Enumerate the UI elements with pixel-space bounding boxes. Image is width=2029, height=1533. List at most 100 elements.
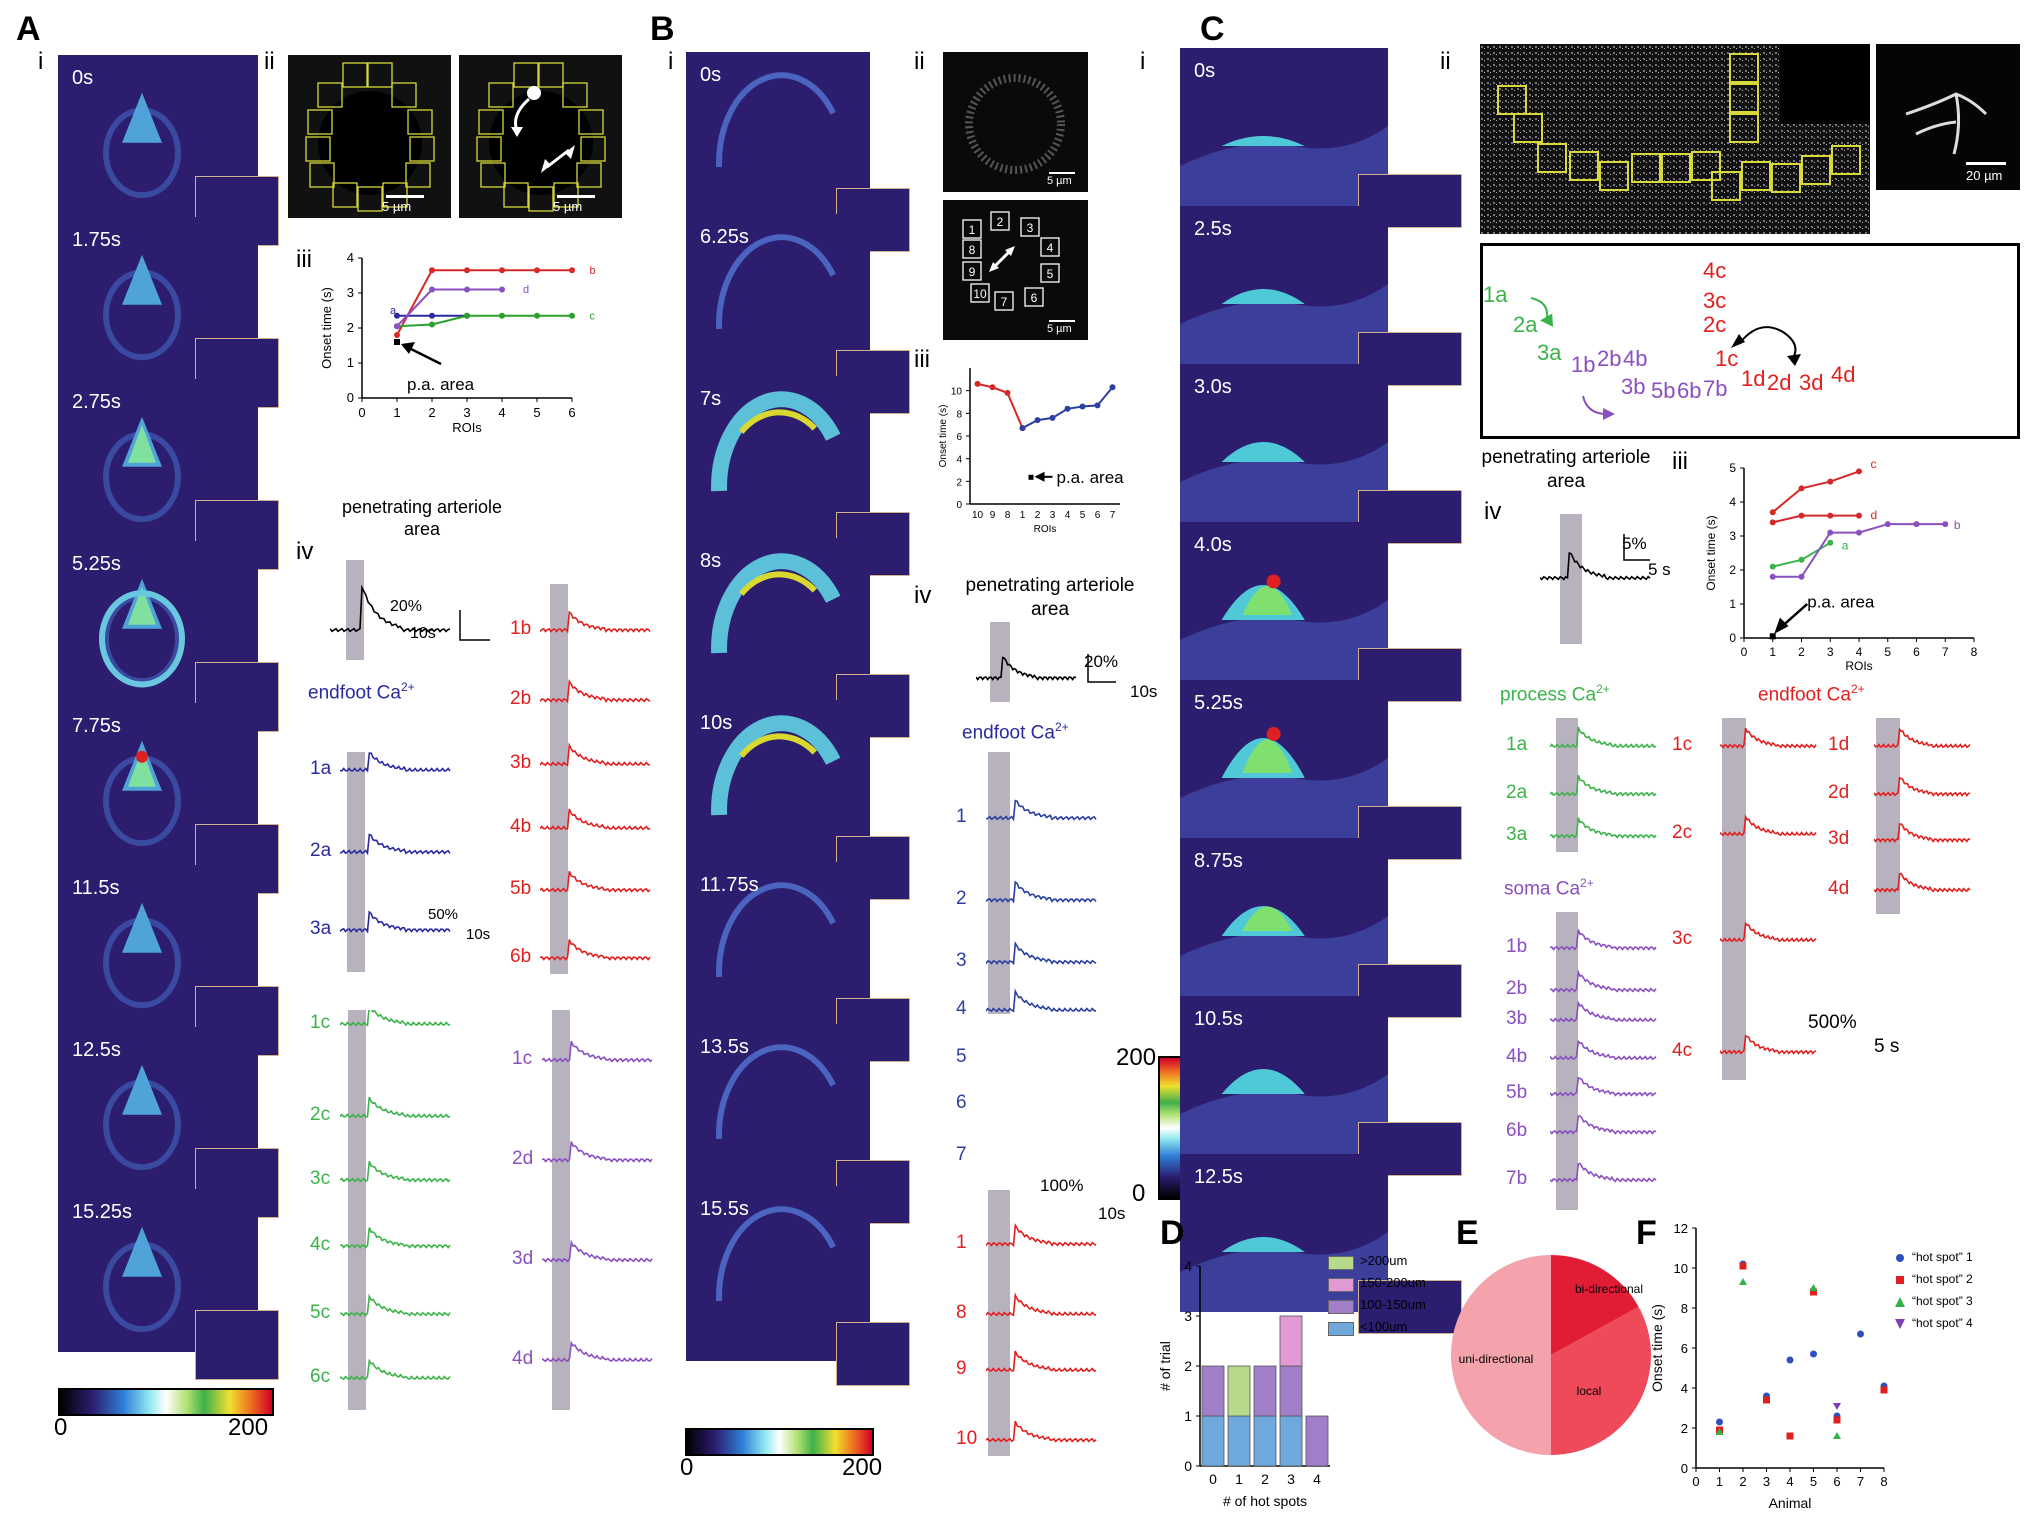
stim-bar bbox=[1722, 718, 1746, 1080]
x-tick-label: 5 bbox=[1080, 510, 1086, 521]
stim-bar bbox=[552, 1010, 570, 1410]
frame-b-2: 7s bbox=[686, 376, 870, 551]
pie-label: local bbox=[1577, 1384, 1602, 1398]
svg-text:8: 8 bbox=[969, 243, 976, 257]
colorbar-a-min: 0 bbox=[54, 1414, 68, 1441]
frame-time-b-6: 13.5s bbox=[700, 1036, 749, 1058]
trace-svg bbox=[1874, 727, 1971, 893]
legend-marker bbox=[1896, 1254, 1904, 1262]
schem-1a: 1a bbox=[1483, 282, 1508, 307]
bar-segment bbox=[1253, 1415, 1277, 1467]
endfoot-title-a: endfoot Ca2+ bbox=[308, 680, 415, 704]
x-tick-label: 5 bbox=[1884, 645, 1891, 659]
x-tick-label: 5 bbox=[1810, 1474, 1817, 1489]
data-point bbox=[1064, 405, 1071, 412]
inset-b-7 bbox=[836, 1322, 910, 1387]
series-label: a bbox=[390, 305, 397, 317]
series-line bbox=[396, 269, 572, 336]
frame-time-a-6: 12.5s bbox=[72, 1039, 121, 1061]
y-tick-label: 0 bbox=[347, 390, 354, 405]
subpanel-label-c-ii: ii bbox=[1440, 48, 1451, 75]
data-point bbox=[974, 380, 981, 387]
bar-segment bbox=[1279, 1315, 1303, 1367]
y-tick-label: 4 bbox=[956, 455, 962, 466]
trace-svg bbox=[542, 1040, 653, 1363]
trace-label: 6b bbox=[510, 946, 532, 967]
frame-time-b-4: 10s bbox=[700, 712, 733, 734]
trace-label: 2d bbox=[512, 1148, 534, 1169]
trace-svg bbox=[540, 610, 651, 961]
data-point bbox=[1913, 521, 1920, 528]
legend-marker bbox=[1896, 1276, 1904, 1284]
panel-label-d: D bbox=[1160, 1214, 1185, 1252]
bar-segment bbox=[1279, 1365, 1303, 1417]
trace-label: 7 bbox=[956, 1144, 967, 1165]
x-axis-label: ROIs bbox=[1845, 659, 1872, 673]
y-tick-label: 4 bbox=[1729, 495, 1736, 509]
legend-label: “hot spot” 4 bbox=[1912, 1316, 1973, 1330]
x-tick-label: 9 bbox=[990, 510, 996, 521]
frame-c-2: 3.0s bbox=[1180, 364, 1388, 522]
frame-b-4: 10s bbox=[686, 700, 870, 875]
x-tick-label: 7 bbox=[1857, 1474, 1864, 1489]
data-point bbox=[429, 321, 435, 328]
x-tick-label: 6 bbox=[1095, 510, 1101, 521]
series-line bbox=[396, 314, 572, 328]
y-tick-label: 5 bbox=[1729, 461, 1736, 475]
scatter-point bbox=[1809, 1284, 1818, 1291]
frame-time-c-6: 10.5s bbox=[1194, 1008, 1243, 1030]
process-title-c: process Ca2+ bbox=[1500, 682, 1610, 706]
x-tick-label: 4 bbox=[498, 405, 505, 420]
trace-label: 3 bbox=[956, 950, 967, 971]
y-tick-label: 2 bbox=[1681, 1421, 1688, 1436]
data-point bbox=[1798, 485, 1805, 492]
data-point bbox=[1049, 414, 1056, 421]
svg-text:5: 5 bbox=[1047, 267, 1054, 281]
schem-1d: 1d bbox=[1741, 366, 1766, 391]
scatter-point bbox=[1857, 1330, 1864, 1338]
x-axis-label: # of hot spots bbox=[1223, 1493, 1307, 1509]
x-tick-label: 8 bbox=[1971, 645, 1978, 659]
pie-label: bi-directional bbox=[1575, 1282, 1643, 1296]
roi-box-b: 10 bbox=[970, 283, 990, 303]
schem-3b: 3b bbox=[1621, 374, 1646, 399]
y-tick-label: 8 bbox=[1681, 1301, 1688, 1316]
colorbar-b bbox=[685, 1428, 874, 1456]
trace-label: 5b bbox=[510, 878, 532, 899]
schem-2b: 2b bbox=[1597, 346, 1622, 371]
stim-bar bbox=[347, 752, 365, 972]
trace-label: 5 bbox=[956, 1046, 967, 1067]
svg-text:6: 6 bbox=[1031, 291, 1038, 305]
x-tick-label: 2 bbox=[1739, 1474, 1746, 1489]
series-label: c bbox=[1871, 457, 1877, 471]
data-point bbox=[394, 312, 400, 319]
scalebar-b-2: 5 µm bbox=[1047, 323, 1072, 335]
trace-label: 6b bbox=[1506, 1120, 1528, 1141]
pie-slice bbox=[1451, 1255, 1551, 1455]
trace-label: 1b bbox=[1506, 936, 1528, 957]
data-point bbox=[1827, 529, 1834, 536]
data-point bbox=[1109, 384, 1116, 391]
frame-time-c-3: 4.0s bbox=[1194, 534, 1232, 556]
data-point bbox=[1856, 529, 1862, 536]
schem-2a: 2a bbox=[1513, 312, 1538, 337]
y-axis-label: Onset time (s) bbox=[319, 287, 334, 369]
bar-segment bbox=[1227, 1415, 1251, 1467]
inset-c-7 bbox=[1358, 1279, 1462, 1334]
series-label: d bbox=[523, 284, 529, 296]
colorbar-b-vert-min: 0 bbox=[1132, 1180, 1146, 1207]
schem-3d: 3d bbox=[1799, 370, 1824, 395]
trace-label: 6c bbox=[310, 1366, 331, 1387]
scatter-point bbox=[1763, 1396, 1770, 1404]
series-label: a bbox=[1842, 539, 1849, 553]
y-tick-label: 0 bbox=[1729, 631, 1736, 645]
trace-label: 1 bbox=[956, 806, 967, 827]
soma-title-c: soma Ca2+ bbox=[1504, 876, 1594, 900]
subpanel-label-b-ii: ii bbox=[914, 48, 925, 75]
x-tick-label: 4 bbox=[1786, 1474, 1793, 1489]
frame-time-b-2: 7s bbox=[700, 388, 722, 410]
data-point bbox=[464, 286, 470, 293]
y-tick-label: 0 bbox=[1184, 1458, 1192, 1474]
y-tick-label: 12 bbox=[1674, 1221, 1688, 1236]
y-tick-label: 1 bbox=[347, 355, 354, 370]
